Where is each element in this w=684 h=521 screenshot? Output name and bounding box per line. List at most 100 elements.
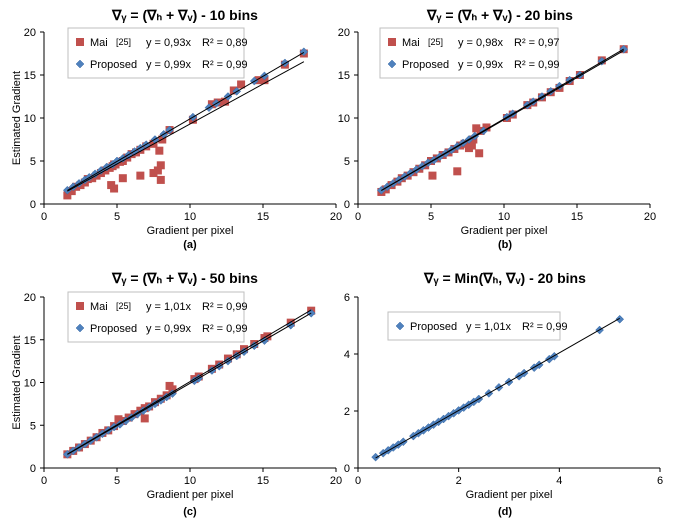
data-point-mai [475,149,484,158]
y-tick-label: 10 [338,113,350,125]
legend-box [387,311,561,341]
y-tick-label: 15 [24,70,36,82]
legend-marker-proposed [75,323,85,333]
legend-r-squared: R² = 0,99 [522,321,568,333]
x-tick-label: 15 [257,211,269,223]
chart-title: ∇ᵧ = (∇ₕ + ∇ᵥ) - 20 bins [426,7,573,23]
data-point-proposed [371,452,380,462]
x-tick-label: 5 [114,475,120,487]
legend-r-squared: R² = 0,97 [514,37,560,49]
trendline-mai [67,309,312,455]
legend-marker-proposed [395,321,405,331]
legend-series-name: Proposed [90,59,137,71]
chart-panel-4: ∇ᵧ = Min(∇ₕ, ∇ᵥ) - 20 bins 0 2 4 6 0 2 4 6 Gradie… [344,270,663,518]
y-tick-label: 4 [344,349,350,361]
legend-r-squared: R² = 0,99 [202,59,248,71]
x-tick-label: 5 [114,211,120,223]
legend-r-squared: R² = 0,99 [514,59,560,71]
legend-equation: y = 1,01x [146,301,191,313]
trendline-mai [67,61,305,192]
trendline-proposed [67,312,312,455]
chart-title: ∇ᵧ = (∇ₕ + ∇ᵥ) - 50 bins [111,270,258,286]
legend-r-squared: R² = 0,99 [202,323,248,335]
y-tick-label: 20 [24,27,36,39]
data-point-mai [153,166,162,175]
data-point-mai [140,414,149,423]
data-point-mai [453,167,462,176]
y-tick-label: 10 [24,113,36,125]
legend-marker-proposed [387,59,397,69]
legend-box [67,27,245,79]
x-tick-label: 10 [184,475,196,487]
y-axis-title: Estimated Gradient [11,335,23,429]
legend-equation: y = 0,99x [146,323,191,335]
y-tick-label: 5 [30,420,36,432]
data-point-mai [156,161,165,170]
legend-series-name: Proposed [90,323,137,335]
data-point-mai [156,175,165,184]
legend-equation: y = 0,99x [146,59,191,71]
legend-marker-mai [388,38,396,46]
y-tick-label: 20 [24,292,36,304]
legend-series-name: Mai [90,301,108,313]
x-tick-label: 20 [644,211,656,223]
y-tick-label: 0 [344,463,350,475]
chart-title: ∇ᵧ = (∇ₕ + ∇ᵥ) - 10 bins [111,7,258,23]
x-axis-title: Gradient per pixel [147,489,234,501]
legend-equation: y = 1,01x [466,321,511,333]
data-point-mai [63,191,72,200]
y-tick-label: 5 [344,156,350,168]
x-axis-title: Gradient per pixel [147,225,234,237]
panel-label: (a) [183,239,197,251]
legend-box [379,27,559,79]
x-tick-label: 0 [355,475,361,487]
legend-reference: [25] [116,301,131,311]
legend-r-squared: R² = 0,89 [202,37,248,49]
trendline-proposed [381,48,624,191]
y-tick-label: 15 [24,335,36,347]
x-tick-label: 0 [41,211,47,223]
x-tick-label: 5 [428,211,434,223]
data-point-mai [237,80,246,89]
legend-marker-mai [76,38,84,46]
data-point-mai [155,146,164,155]
legend-reference: [25] [428,37,443,47]
y-tick-label: 5 [30,156,36,168]
x-tick-label: 10 [184,211,196,223]
chart-panel-3: ∇ᵧ = (∇ₕ + ∇ᵥ) - 50 bins 0 5 10 15 20 0 5 10 15 20… [11,270,342,518]
chart-panel-2: ∇ᵧ = (∇ₕ + ∇ᵥ) - 20 bins 0 5 10 15 20 0 5 10 15 20… [338,7,656,251]
data-point-mai [482,123,491,132]
x-tick-label: 15 [257,475,269,487]
data-point-mai [114,415,123,424]
panel-label: (d) [498,506,512,518]
data-point-mai [467,141,476,150]
legend: Mai [25] y = 0,98x R² = 0,97 Proposed y = 0,9… [379,27,560,79]
data-point-proposed [615,314,625,324]
legend-series-name: Mai [402,37,420,49]
x-tick-label: 10 [498,211,510,223]
data-point-mai [149,169,158,178]
chart-title: ∇ᵧ = Min(∇ₕ, ∇ᵥ) - 20 bins [423,270,586,286]
legend: Mai [25] y = 1,01x R² = 0,99 Proposed y = 0,9… [67,291,248,343]
legend-equation: y = 0,93x [146,37,191,49]
y-tick-label: 15 [338,70,350,82]
panel-label: (c) [183,506,197,518]
legend: Mai [25] y = 0,93x R² = 0,89 Proposed y = 0,9… [67,27,248,79]
data-point-mai [67,187,76,196]
legend-marker-mai [76,302,84,310]
data-point-mai [472,124,481,133]
data-point-mai [428,171,437,180]
y-tick-label: 0 [30,463,36,475]
y-tick-label: 2 [344,406,350,418]
x-axis-title: Gradient per pixel [461,225,548,237]
x-tick-label: 20 [330,211,342,223]
legend-series-name: Proposed [402,59,449,71]
y-axis-title: Estimated Gradient [11,71,23,165]
x-tick-label: 6 [657,475,663,487]
x-tick-label: 0 [355,211,361,223]
y-tick-label: 10 [24,378,36,390]
trendline-proposed [375,317,620,459]
legend-equation: y = 0,99x [458,59,503,71]
x-axis-title: Gradient per pixel [466,489,553,501]
